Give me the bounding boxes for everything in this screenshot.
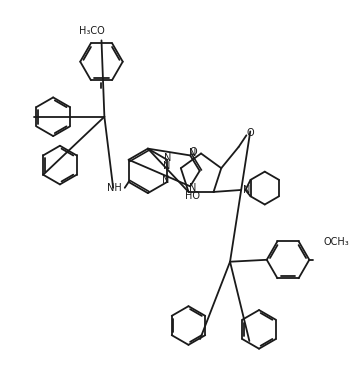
Text: N: N	[243, 185, 250, 195]
Text: H₃CO: H₃CO	[79, 26, 105, 36]
Text: OCH₃: OCH₃	[324, 238, 350, 247]
Text: N: N	[163, 162, 170, 171]
Text: HO: HO	[185, 191, 200, 201]
Text: N: N	[189, 149, 197, 158]
Text: O: O	[189, 147, 197, 156]
Text: N: N	[164, 153, 172, 163]
Text: NH: NH	[107, 183, 122, 193]
Text: O: O	[246, 128, 254, 138]
Text: N: N	[189, 183, 197, 193]
Text: N: N	[163, 175, 170, 185]
